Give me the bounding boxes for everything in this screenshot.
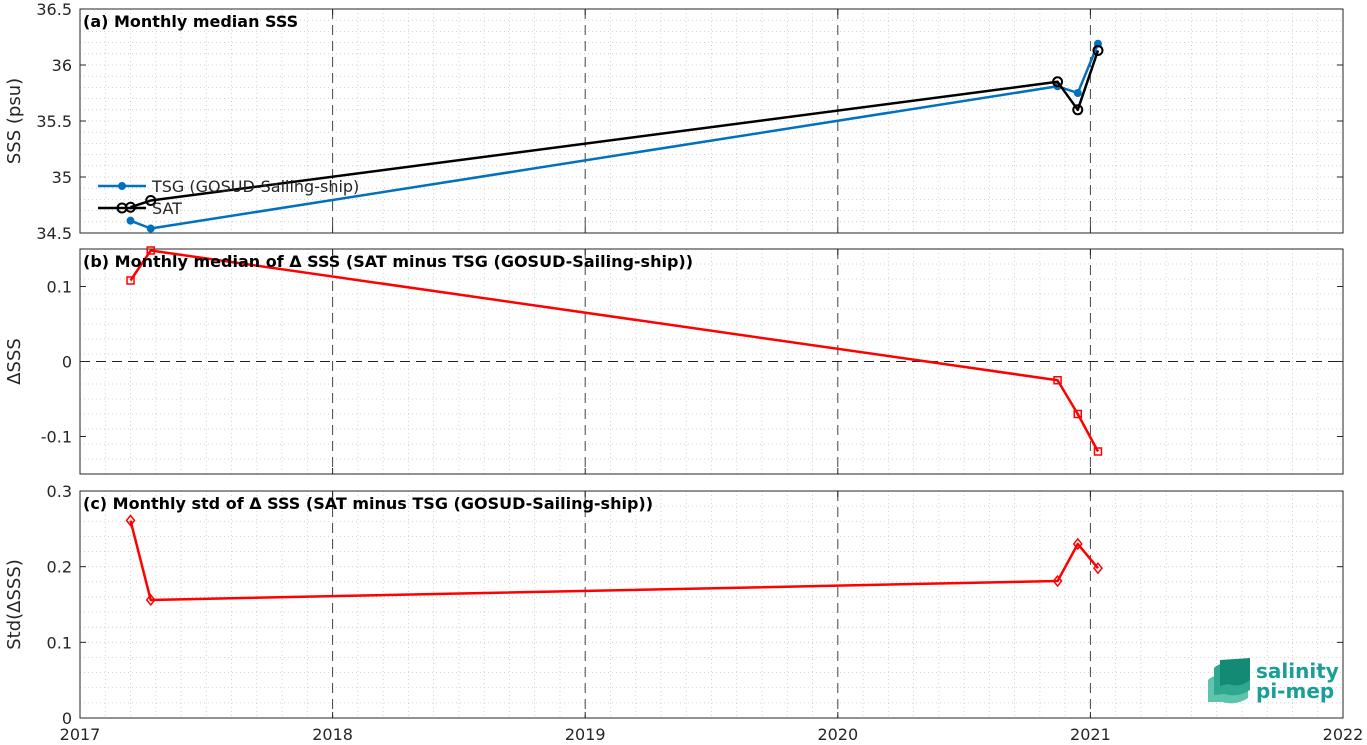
series-line (130, 50, 1100, 209)
panel-a: 34.5 35 35.5 36 36.5 SSS (psu) (a) Monthly med… (4, 0, 1344, 243)
data-point (1093, 561, 1103, 575)
y-tick-label: 0.3 (47, 482, 72, 501)
data-point (145, 195, 157, 207)
y-tick-label: 0 (62, 353, 72, 372)
logo-line2: pi-mep (1256, 679, 1334, 703)
data-point (145, 593, 156, 607)
x-tick-label: 2019 (565, 725, 606, 744)
panel-c: 0 0.1 0.2 0.3 Std(ΔSSS) (c) Monthly std of Δ … (4, 482, 1344, 728)
legend-marker (116, 202, 128, 214)
legend-label: SAT (152, 199, 182, 218)
data-point (1052, 76, 1064, 88)
panel-b: -0.1 0 0.1 ΔSSS (b) Monthly median of Δ SSS … (4, 246, 1344, 475)
series-0 (125, 514, 1103, 607)
x-tick-label: 2017 (60, 725, 101, 744)
data-point (146, 224, 155, 233)
data-point (125, 514, 136, 527)
series-line (129, 249, 1100, 453)
y-axis-label: Std(ΔSSS) (4, 559, 25, 650)
series-line (129, 520, 1099, 602)
data-point (1073, 89, 1082, 97)
data-point (1072, 537, 1083, 551)
data-point (126, 216, 135, 225)
axes-box (79, 490, 1344, 719)
y-tick-label: 35 (52, 168, 72, 187)
logo-line1: salinity (1256, 659, 1339, 683)
x-tick-label: 2022 (1323, 725, 1364, 744)
panel-title: (a) Monthly median SSS (83, 12, 298, 31)
data-point (1052, 574, 1063, 588)
x-tick-label: 2021 (1070, 725, 1111, 744)
series-0 (126, 246, 1103, 456)
data-point (1092, 44, 1104, 56)
y-tick-label: 0.1 (47, 633, 72, 652)
y-tick-label: 0.2 (47, 558, 72, 577)
data-point (1093, 447, 1103, 456)
x-tick-label: 2018 (312, 725, 353, 744)
x-axis: 2017 2018 2019 2020 2021 2022 (60, 725, 1364, 744)
y-tick-label: 36.5 (36, 0, 72, 19)
panel-title: (c) Monthly std of Δ SSS (SAT minus TSG … (83, 494, 653, 513)
data-point (1053, 376, 1062, 385)
legend-marker (118, 182, 126, 190)
y-tick-label: 0.1 (47, 278, 72, 297)
data-point (1073, 409, 1083, 419)
legend: TSG (GOSUD-Sailing-ship) SAT (98, 177, 359, 218)
salinity-pi-mep-logo: salinity pi-mep (1208, 658, 1339, 704)
major-grid (332, 491, 1091, 718)
x-tick-label: 2020 (817, 725, 858, 744)
y-tick-label: 36 (52, 56, 72, 75)
legend-label: TSG (GOSUD-Sailing-ship) (151, 177, 359, 196)
data-point (1072, 104, 1084, 116)
y-tick-label: -0.1 (41, 428, 72, 447)
panel-title: (b) Monthly median of Δ SSS (SAT minus T… (83, 252, 693, 271)
y-tick-label: 34.5 (36, 224, 72, 243)
plot-area (80, 491, 1343, 718)
y-tick-label: 0 (62, 709, 72, 728)
y-tick-label: 35.5 (36, 112, 72, 131)
y-axis-label: ΔSSS (4, 338, 25, 385)
chart-panels: 34.5 35 35.5 36 36.5 SSS (psu) (a) Monthly med… (4, 0, 1344, 728)
y-axis-label: SSS (psu) (4, 78, 25, 164)
data-point (126, 276, 135, 285)
data-point (146, 246, 155, 255)
logo-wave-icon (1208, 658, 1250, 704)
